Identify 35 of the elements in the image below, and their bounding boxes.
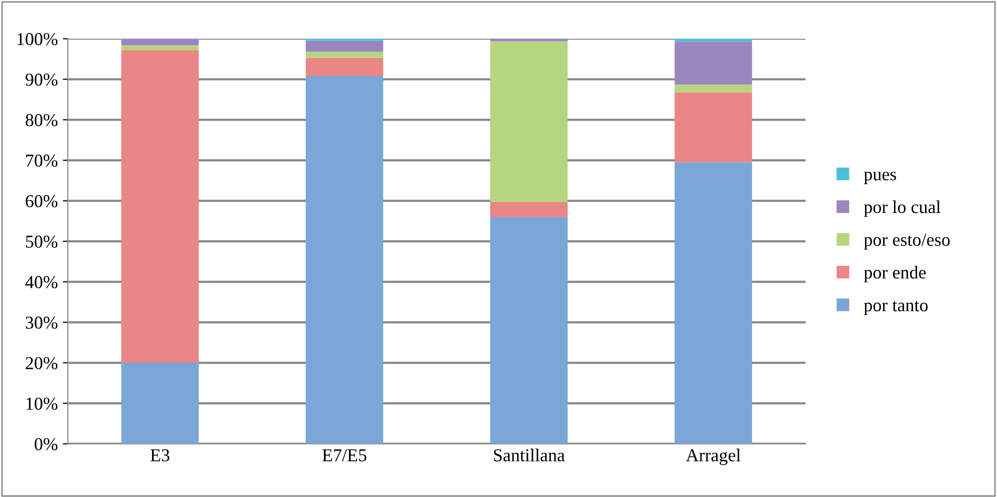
x-tick-label: Arragel <box>686 448 741 466</box>
y-tick-label: 0% <box>34 438 58 450</box>
y-tick-label: 80% <box>26 114 58 126</box>
bar <box>674 84 752 92</box>
y-tick-label: 50% <box>26 236 58 248</box>
bar <box>121 45 199 50</box>
y-tick-label: 40% <box>25 276 58 288</box>
y-tick-label: 70% <box>26 154 58 167</box>
bar <box>306 52 384 58</box>
y-tick-label: 20% <box>26 357 58 370</box>
bar <box>306 40 384 52</box>
y-tick-label: 90% <box>26 74 58 86</box>
y-tick-label: 30% <box>26 316 58 329</box>
bar <box>674 92 752 162</box>
bar <box>306 76 384 444</box>
bar <box>490 216 568 444</box>
bar <box>490 41 568 202</box>
bar <box>121 362 199 444</box>
bar <box>674 162 752 444</box>
x-tick-label: Santillana <box>494 448 565 462</box>
legend-label: pues <box>864 172 896 184</box>
bar <box>674 42 752 85</box>
bar <box>121 38 199 46</box>
x-tick-label: E3 <box>150 449 170 462</box>
legend-label: por esto/eso <box>864 234 950 250</box>
y-tick-label: 100% <box>18 33 58 46</box>
legend-label: por tanto <box>864 300 928 316</box>
y-tick-label: 60% <box>26 195 58 208</box>
bar <box>490 202 568 217</box>
legend-label: por ende <box>864 266 926 282</box>
bar <box>306 58 384 76</box>
x-tick-label: E7/E5 <box>322 449 366 462</box>
bar <box>121 50 199 363</box>
legend-label: por lo cual <box>864 200 941 217</box>
y-tick-label: 10% <box>26 398 58 410</box>
